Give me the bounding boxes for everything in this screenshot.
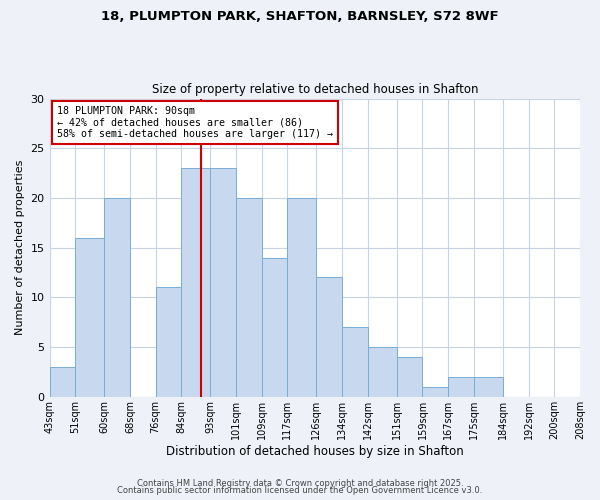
Text: 18, PLUMPTON PARK, SHAFTON, BARNSLEY, S72 8WF: 18, PLUMPTON PARK, SHAFTON, BARNSLEY, S7…	[101, 10, 499, 23]
Bar	[422, 387, 448, 397]
Bar	[448, 377, 474, 397]
Bar	[104, 198, 130, 397]
Title: Size of property relative to detached houses in Shafton: Size of property relative to detached ho…	[152, 83, 478, 96]
Y-axis label: Number of detached properties: Number of detached properties	[15, 160, 25, 336]
X-axis label: Distribution of detached houses by size in Shafton: Distribution of detached houses by size …	[166, 444, 464, 458]
Bar	[155, 288, 181, 397]
Bar	[397, 357, 422, 397]
Bar	[75, 238, 104, 397]
Bar	[262, 258, 287, 397]
Bar	[236, 198, 262, 397]
Text: 18 PLUMPTON PARK: 90sqm
← 42% of detached houses are smaller (86)
58% of semi-de: 18 PLUMPTON PARK: 90sqm ← 42% of detache…	[58, 106, 334, 139]
Bar	[368, 347, 397, 397]
Text: Contains public sector information licensed under the Open Government Licence v3: Contains public sector information licen…	[118, 486, 482, 495]
Bar	[342, 327, 368, 397]
Bar	[210, 168, 236, 397]
Bar	[474, 377, 503, 397]
Bar	[181, 168, 210, 397]
Bar	[287, 198, 316, 397]
Bar	[50, 367, 75, 397]
Text: Contains HM Land Registry data © Crown copyright and database right 2025.: Contains HM Land Registry data © Crown c…	[137, 478, 463, 488]
Bar	[316, 278, 342, 397]
